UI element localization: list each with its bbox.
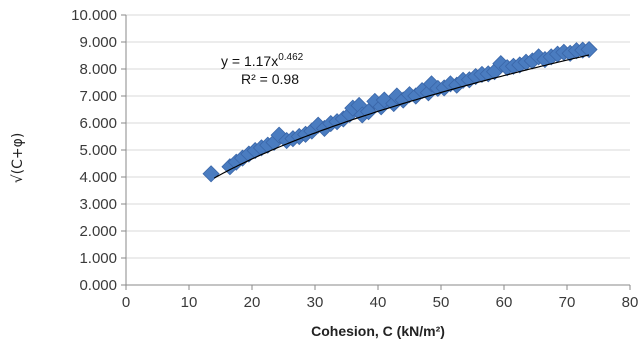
y-tick-label: 7.000 (79, 88, 117, 105)
axes (121, 14, 631, 290)
y-axis-title: √(C+φ) (10, 133, 26, 184)
x-tick-label: 10 (181, 294, 198, 311)
y-tick-label: 9.000 (79, 34, 117, 51)
y-tick-label: 2.000 (79, 223, 117, 240)
y-tick-label: 6.000 (79, 115, 117, 132)
data-point (202, 165, 220, 183)
y-tick-labels: 0.000 1.000 2.000 3.000 4.000 5.000 6.000 7.000… (71, 7, 117, 294)
y-tick-label: 5.000 (79, 142, 117, 159)
data-point (580, 40, 598, 59)
x-tick-label: 50 (433, 294, 450, 311)
y-tick-label: 4.000 (79, 169, 117, 186)
x-axis-title: Cohesion, C (kN/m²) (311, 323, 445, 339)
x-tick-label: 20 (244, 294, 261, 311)
x-tick-label: 80 (622, 294, 639, 311)
y-tick-label: 0.000 (79, 277, 117, 294)
y-tick-label: 1.000 (79, 250, 117, 267)
x-tick-label: 60 (496, 294, 513, 311)
x-tick-label: 40 (370, 294, 387, 311)
r-squared-label: R² = 0.98 (241, 71, 299, 87)
data-points (202, 40, 598, 183)
trendline (213, 54, 590, 179)
x-tick-label: 30 (307, 294, 324, 311)
y-tick-label: 10.000 (71, 7, 117, 24)
y-tick-label: 8.000 (79, 61, 117, 78)
x-tick-labels: 0 10 20 30 40 50 60 70 80 (122, 294, 639, 311)
trendline-equation: y = 1.17x0.462 (221, 52, 304, 69)
x-tick-label: 70 (559, 294, 576, 311)
trendline-path (213, 54, 590, 179)
y-tick-label: 3.000 (79, 196, 117, 213)
x-tick-label: 0 (122, 294, 130, 311)
